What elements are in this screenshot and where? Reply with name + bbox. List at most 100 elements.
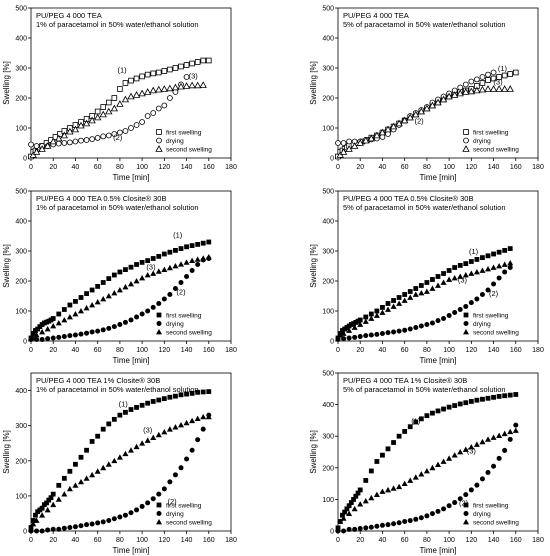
data-point	[138, 89, 146, 97]
data-point	[195, 242, 201, 247]
data-point	[357, 501, 364, 507]
data-point	[111, 457, 118, 464]
x-tick-label: 140	[488, 347, 500, 354]
x-tick-label: 80	[116, 347, 124, 354]
data-point	[61, 525, 67, 531]
x-tick-label: 140	[488, 164, 500, 171]
data-point	[452, 403, 458, 408]
y-tick-label: 400	[15, 388, 27, 395]
data-point	[50, 323, 57, 329]
data-point	[66, 485, 73, 492]
data-point	[195, 262, 201, 267]
data-point	[507, 428, 514, 435]
data-point	[100, 104, 107, 110]
data-point	[61, 334, 67, 339]
legend-marker	[156, 519, 162, 525]
data-point	[34, 337, 40, 342]
data-point	[43, 142, 52, 149]
data-point	[507, 436, 513, 442]
data-point	[161, 68, 168, 74]
legend-label: first swelling	[473, 313, 509, 320]
x-tick-label: 80	[423, 347, 431, 354]
data-point	[418, 283, 424, 288]
data-point	[473, 86, 481, 94]
data-point	[457, 307, 463, 312]
legend-label: drying	[473, 511, 491, 518]
data-point	[367, 134, 376, 142]
data-point	[452, 500, 458, 506]
y-tick-label: 300	[15, 423, 27, 430]
y-tick-label: 500	[322, 371, 334, 378]
data-point	[128, 281, 134, 287]
data-point	[446, 313, 452, 318]
x-tick-label: 120	[465, 537, 477, 544]
data-point	[50, 491, 56, 497]
chart-title: PU/PEG 4 000 TEA 0.5% Closite® 30B	[36, 194, 166, 203]
legend-marker	[156, 129, 162, 135]
series-drying	[28, 412, 212, 534]
data-point	[362, 318, 369, 324]
series-drying	[335, 422, 519, 534]
series-drying	[28, 74, 190, 149]
data-point	[84, 291, 89, 296]
data-point	[479, 476, 485, 482]
data-point	[144, 71, 151, 78]
data-point	[156, 397, 162, 403]
x-tick-label: 120	[465, 347, 477, 354]
x-tick-label: 80	[116, 164, 124, 171]
data-point	[430, 277, 435, 282]
data-point	[178, 246, 184, 251]
data-point	[166, 95, 173, 101]
data-point	[473, 269, 480, 275]
data-point	[195, 389, 201, 395]
data-point	[72, 524, 78, 530]
data-point	[194, 59, 201, 65]
data-point	[122, 450, 129, 457]
data-point	[413, 286, 419, 291]
data-point	[368, 332, 374, 338]
data-point	[122, 284, 129, 290]
data-point	[490, 75, 497, 82]
data-point	[474, 397, 480, 403]
curve-annotation: (3)	[189, 72, 199, 81]
y-tick-label: 200	[322, 96, 334, 103]
x-tick-label: 160	[203, 347, 215, 354]
data-point	[155, 268, 162, 274]
x-axis-label: Time [min]	[419, 356, 456, 365]
series-second-swelling	[337, 260, 514, 338]
data-point	[344, 506, 350, 512]
data-point	[351, 324, 358, 330]
data-point	[340, 140, 347, 146]
data-point	[496, 249, 502, 255]
x-tick-label: 20	[356, 347, 364, 354]
legend-marker	[156, 137, 162, 144]
plot-frame	[337, 372, 539, 532]
x-tick-label: 120	[158, 347, 170, 354]
data-point	[441, 406, 446, 412]
data-point	[33, 332, 40, 338]
data-point	[507, 392, 513, 398]
legend-marker	[463, 502, 469, 508]
data-point	[507, 265, 513, 270]
data-point	[457, 273, 464, 279]
data-point	[139, 311, 145, 317]
data-point	[78, 137, 84, 144]
data-point	[340, 330, 347, 336]
x-tick-label: 100	[136, 347, 148, 354]
plot-frame	[30, 190, 232, 342]
data-point	[496, 275, 502, 281]
data-point	[346, 327, 353, 333]
data-point	[30, 518, 36, 523]
series-second-swelling	[30, 254, 212, 341]
x-tick-label: 100	[136, 164, 148, 171]
data-point	[116, 454, 123, 460]
data-point	[407, 477, 414, 483]
data-point	[28, 141, 34, 148]
legend-label: first swelling	[166, 503, 202, 510]
data-point	[123, 267, 128, 272]
x-tick-label: 40	[72, 164, 80, 171]
data-point	[89, 439, 95, 444]
data-point	[368, 494, 375, 501]
data-point	[474, 482, 480, 488]
data-point	[430, 410, 435, 416]
